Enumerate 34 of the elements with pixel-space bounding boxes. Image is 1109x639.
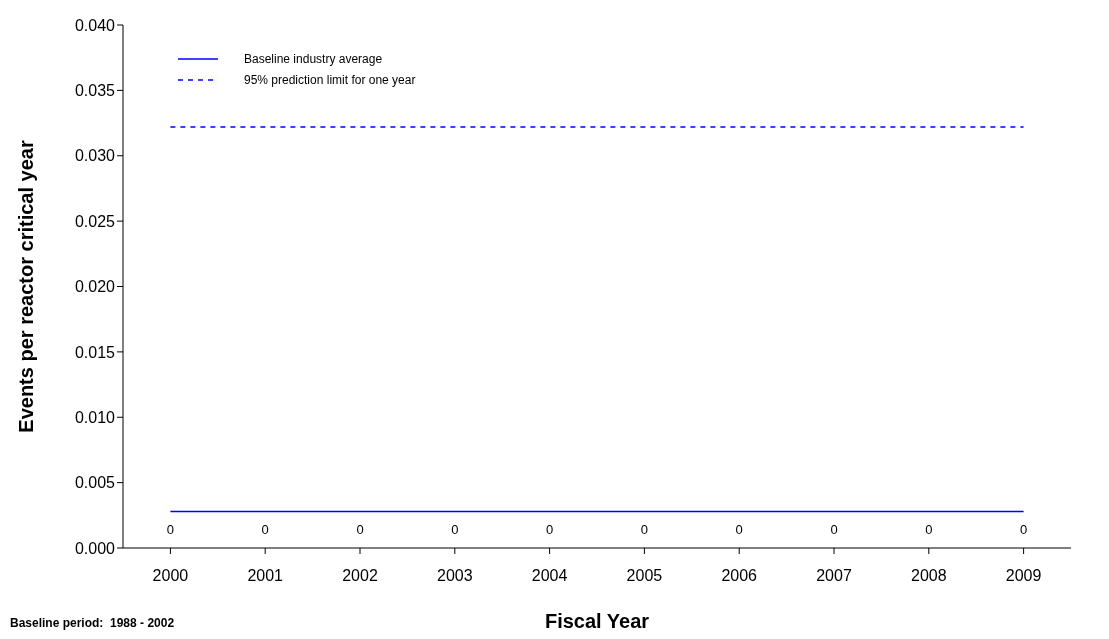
y-tick-label: 0.010: [74, 408, 116, 426]
data-label: 0: [545, 522, 554, 537]
y-tick-label: 0.025: [74, 212, 116, 230]
data-label: 0: [166, 522, 175, 537]
x-tick-label: 2007: [816, 567, 852, 585]
legend-label: 95% prediction limit for one year: [244, 72, 416, 87]
y-tick-label: 0.035: [74, 82, 116, 100]
data-label: 0: [451, 522, 459, 537]
x-tick-label: 2005: [626, 567, 663, 585]
legend-label: Baseline industry average: [244, 51, 383, 66]
y-tick-label: 0.000: [74, 539, 116, 557]
data-label: 0: [261, 522, 269, 537]
data-label: 0: [1019, 522, 1028, 537]
data-label: 0: [735, 522, 743, 537]
data-label: 0: [640, 522, 649, 537]
y-tick-label: 0.020: [74, 278, 116, 296]
x-tick-label: 2002: [342, 567, 378, 585]
y-axis-title: Events per reactor critical year: [15, 140, 38, 433]
x-tick-label: 2003: [437, 567, 473, 585]
x-tick-label: 2000: [152, 567, 189, 585]
x-axis-title: Fiscal Year: [544, 610, 650, 633]
y-tick-label: 0.040: [74, 16, 116, 34]
data-label: 0: [925, 522, 933, 537]
y-tick-label: 0.030: [74, 147, 116, 165]
x-tick-label: 2004: [531, 567, 568, 585]
y-tick-label: 0.015: [74, 343, 116, 361]
x-tick-label: 2009: [1005, 567, 1042, 585]
x-tick-label: 2006: [721, 567, 758, 585]
x-tick-label: 2008: [911, 567, 947, 585]
text: Baseline period: 1988 - 2002: [10, 616, 175, 630]
data-label: 0: [356, 522, 364, 537]
x-tick-label: 2001: [247, 567, 284, 585]
data-label: 0: [830, 522, 838, 537]
y-tick-label: 0.005: [74, 474, 116, 492]
